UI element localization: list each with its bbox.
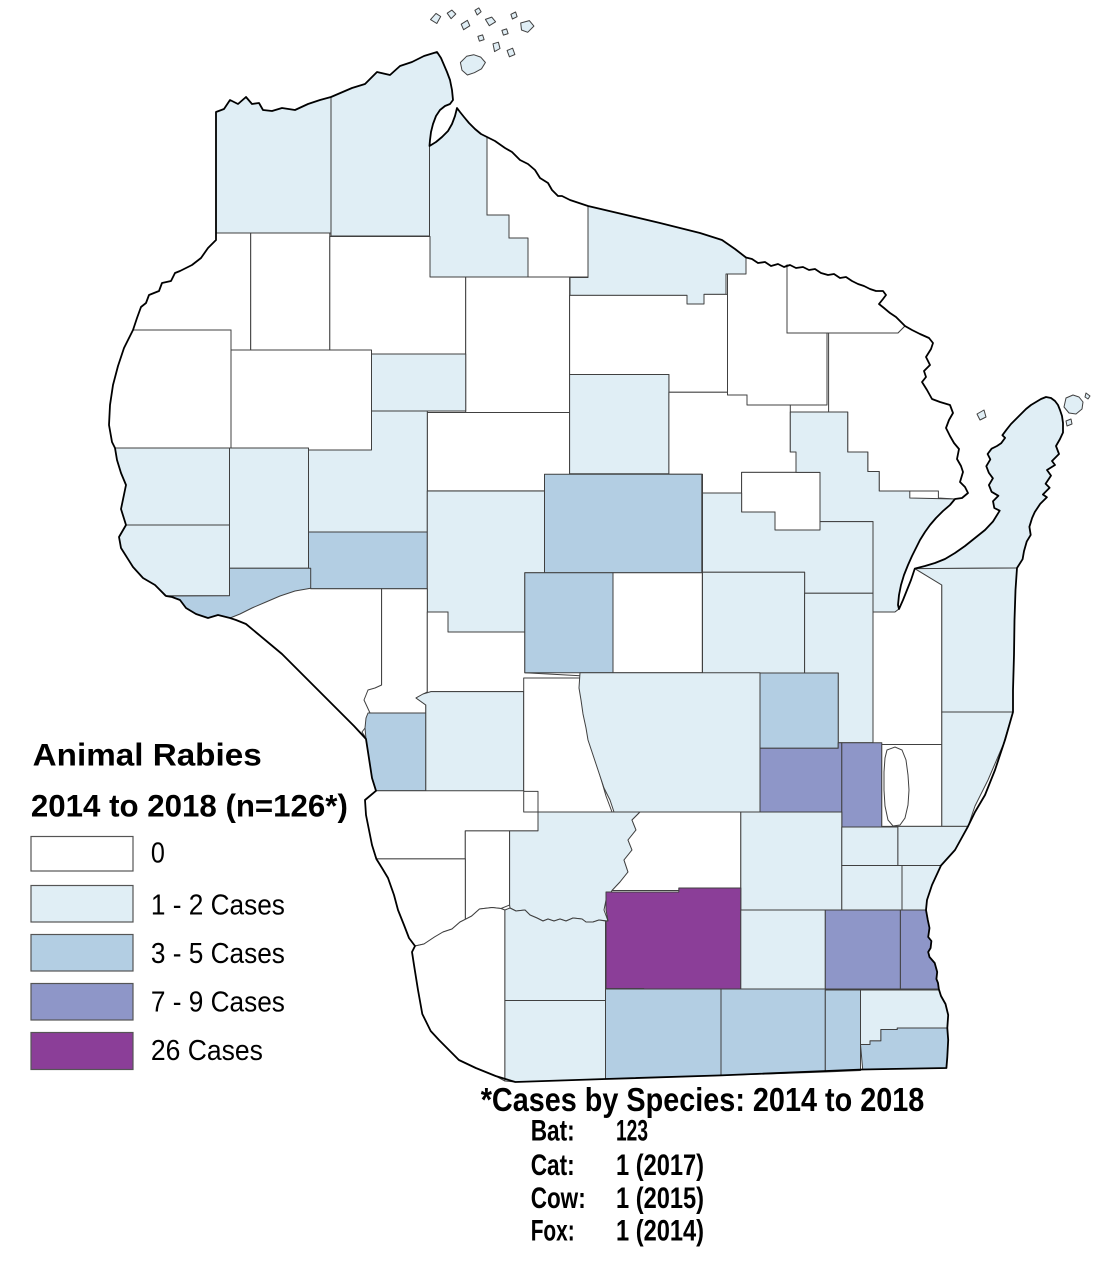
svg-text:Bat:: Bat: xyxy=(531,1115,575,1148)
svg-text:0: 0 xyxy=(151,838,165,870)
svg-text:*Cases by Species: 2014 to 201: *Cases by Species: 2014 to 2018 xyxy=(481,1082,925,1119)
svg-text:Cow:: Cow: xyxy=(531,1182,586,1215)
svg-text:Fox:: Fox: xyxy=(531,1215,575,1248)
svg-text:7 - 9 Cases: 7 - 9 Cases xyxy=(151,987,285,1019)
svg-text:Animal Rabies: Animal Rabies xyxy=(33,737,262,773)
svg-text:2014 to 2018 (n=126*): 2014 to 2018 (n=126*) xyxy=(31,787,348,823)
svg-text:Cat:: Cat: xyxy=(531,1149,575,1182)
svg-text:1 (2017): 1 (2017) xyxy=(616,1149,704,1182)
svg-text:1 (2014): 1 (2014) xyxy=(616,1215,704,1248)
svg-text:3 - 5 Cases: 3 - 5 Cases xyxy=(151,938,285,970)
svg-text:26 Cases: 26 Cases xyxy=(151,1035,263,1067)
svg-text:1 (2015): 1 (2015) xyxy=(616,1182,704,1215)
svg-text:1 - 2 Cases: 1 - 2 Cases xyxy=(151,890,285,922)
svg-text:123: 123 xyxy=(616,1115,648,1148)
